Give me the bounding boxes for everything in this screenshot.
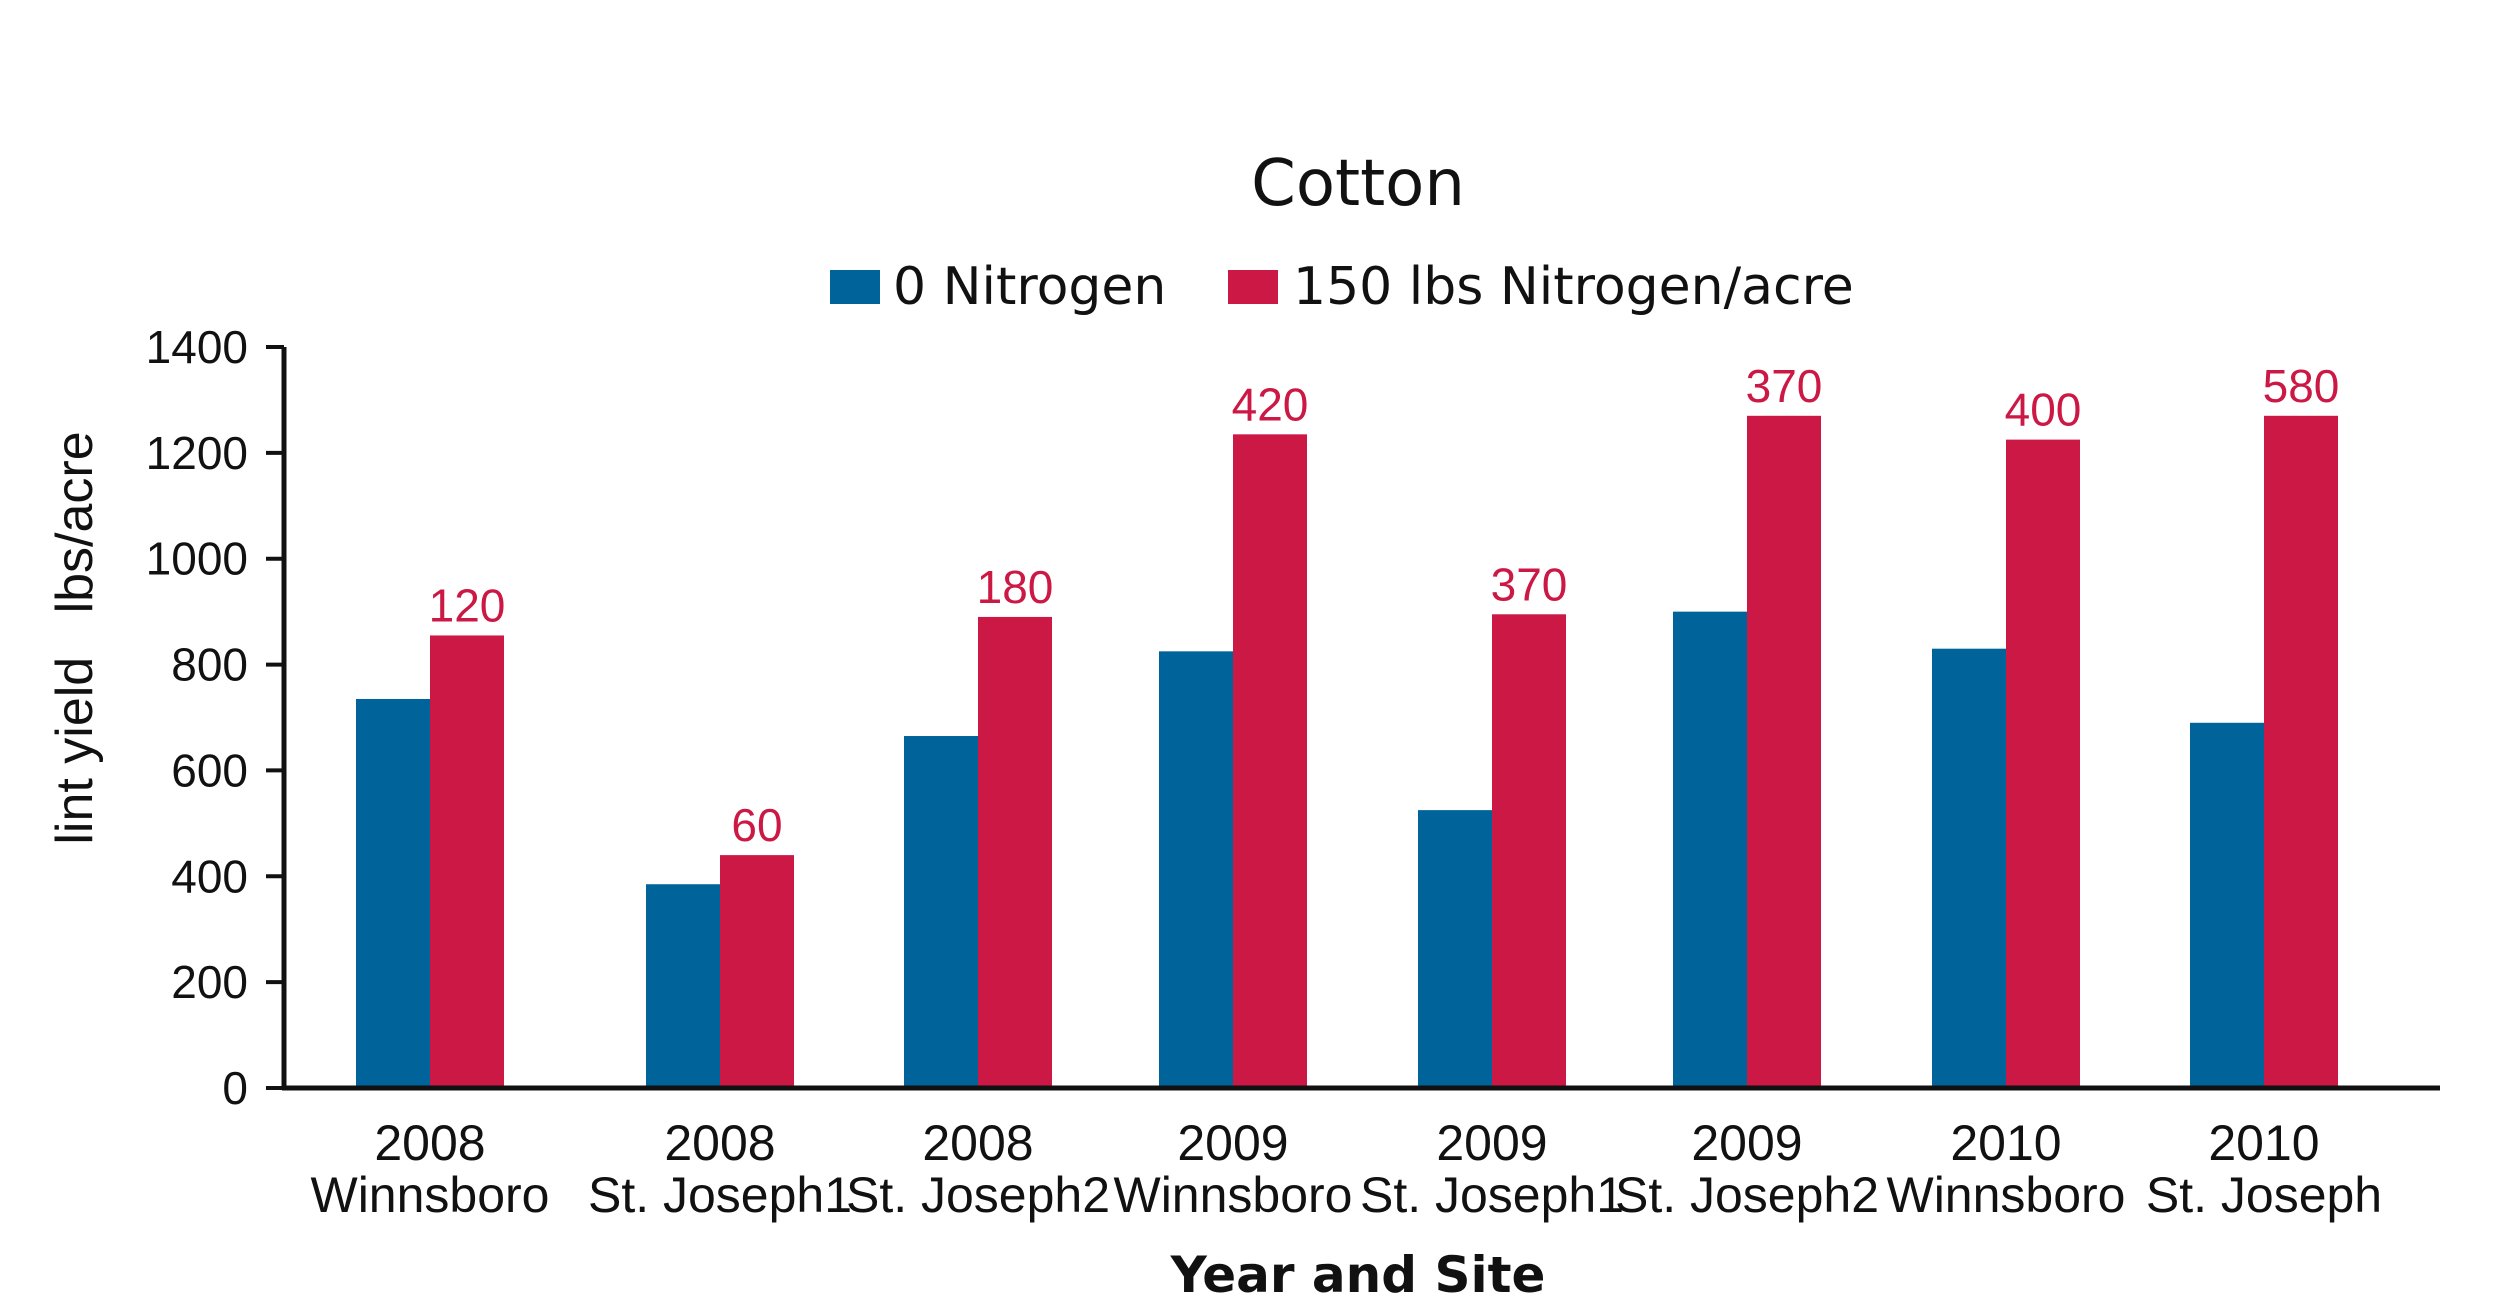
y-tick-label-0: 0 — [222, 1062, 248, 1114]
y-axis-ticks: 0 200 400 600 800 1000 1200 1400 — [146, 321, 284, 1114]
bar-n150-7 — [2264, 415, 2338, 1088]
bar-n150-4 — [1492, 614, 1566, 1088]
bar-n0-7 — [2190, 722, 2264, 1088]
legend-swatch-0-nitrogen — [830, 270, 880, 304]
category-label-7-line-0: 2010 — [2208, 1115, 2319, 1171]
category-label-2-line-1: St. Joseph2 — [846, 1167, 1110, 1223]
y-tick-label-800: 800 — [171, 639, 248, 691]
y-tick-label-400: 400 — [171, 850, 248, 902]
category-label-4-line-0: 2009 — [1436, 1115, 1547, 1171]
data-label-6: 400 — [2005, 384, 2082, 436]
legend-swatch-150-nitrogen — [1228, 270, 1278, 304]
bar-n0-4 — [1418, 810, 1492, 1088]
category-label-4-line-1: St. Joseph1 — [1360, 1167, 1624, 1223]
legend: 0 Nitrogen 150 lbs Nitrogen/acre — [830, 257, 1854, 317]
bar-n150-3 — [1233, 434, 1307, 1088]
data-label-7: 580 — [2263, 360, 2340, 412]
data-label-5: 370 — [1746, 360, 1823, 412]
data-label-1: 60 — [731, 799, 782, 851]
y-tick-label-600: 600 — [171, 744, 248, 796]
category-label-6-line-1: Winnsboro — [1887, 1167, 2126, 1223]
legend-label-0-nitrogen: 0 Nitrogen — [893, 257, 1166, 317]
data-label-2: 180 — [977, 561, 1054, 613]
category-label-3-line-0: 2009 — [1177, 1115, 1288, 1171]
category-label-0-line-0: 2008 — [374, 1115, 485, 1171]
bar-n150-2 — [978, 616, 1052, 1088]
data-labels: 120 60 180 420 370 370 400 580 — [429, 360, 2340, 851]
data-label-0: 120 — [429, 579, 506, 631]
legend-label-150-nitrogen: 150 lbs Nitrogen/acre — [1293, 257, 1854, 317]
category-label-6-line-0: 2010 — [1950, 1115, 2061, 1171]
chart-title: Cotton — [1251, 147, 1465, 221]
bar-n0-2 — [904, 736, 978, 1088]
category-label-1-line-0: 2008 — [664, 1115, 775, 1171]
y-tick-label-1000: 1000 — [146, 533, 248, 585]
category-label-3-line-1: Winnsboro — [1114, 1167, 1353, 1223]
y-tick-label-200: 200 — [171, 956, 248, 1008]
bar-n150-6 — [2006, 439, 2080, 1088]
category-label-7-line-1: St. Joseph — [2146, 1167, 2382, 1223]
category-label-5-line-0: 2009 — [1691, 1115, 1802, 1171]
data-label-4: 370 — [1491, 558, 1568, 610]
bar-n0-5 — [1673, 611, 1747, 1088]
y-tick-label-1200: 1200 — [146, 427, 248, 479]
y-axis-label: lint yield lbs/acre — [46, 431, 104, 844]
data-label-3: 420 — [1232, 378, 1309, 430]
category-label-2-line-0: 2008 — [922, 1115, 1033, 1171]
bar-n150-1 — [720, 855, 794, 1088]
y-tick-label-1400: 1400 — [146, 321, 248, 373]
bar-n0-1 — [646, 884, 720, 1088]
bar-n0-3 — [1159, 651, 1233, 1088]
bar-n0-6 — [1932, 648, 2006, 1088]
category-label-5-line-1: St. Joseph2 — [1615, 1167, 1879, 1223]
bar-n150-5 — [1747, 415, 1821, 1088]
bar-n150-0 — [430, 635, 504, 1088]
category-label-0-line-1: Winnsboro — [311, 1167, 550, 1223]
x-axis-label: Year and Site — [1170, 1246, 1546, 1304]
category-label-1-line-1: St. Joseph1 — [588, 1167, 852, 1223]
bars — [356, 415, 2338, 1088]
bar-n0-0 — [356, 698, 430, 1088]
